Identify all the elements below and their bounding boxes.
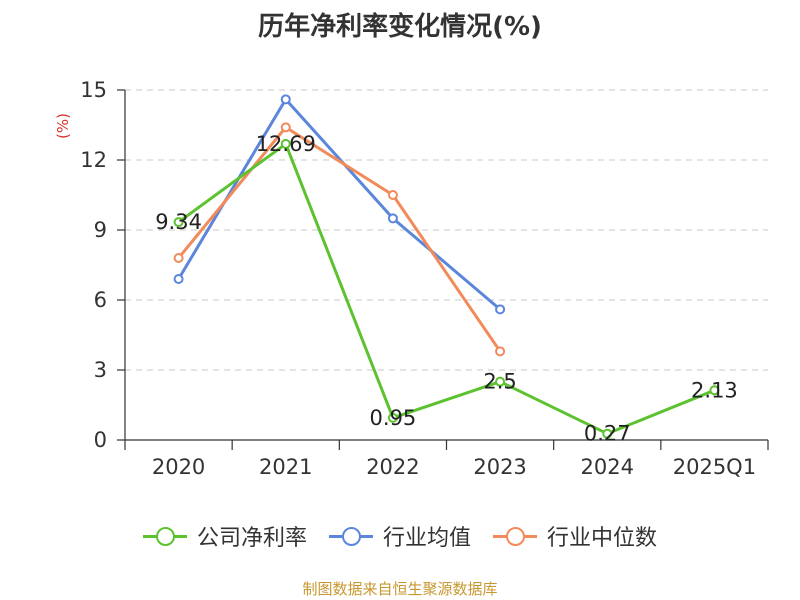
data-labels: 9.34 12.69 0.95 2.5 0.27 2.13 bbox=[155, 132, 738, 446]
x-tick-label: 2022 bbox=[366, 455, 419, 479]
legend-item-company[interactable]: 公司净利率 bbox=[142, 520, 307, 552]
x-tick-label: 2025Q1 bbox=[673, 455, 756, 479]
data-point[interactable] bbox=[387, 412, 398, 423]
data-point[interactable] bbox=[173, 253, 184, 263]
y-axis-label: (%) bbox=[54, 113, 72, 139]
data-point[interactable] bbox=[387, 213, 398, 224]
series-line bbox=[177, 97, 502, 311]
data-point[interactable] bbox=[495, 346, 506, 357]
legend-marker-icon bbox=[493, 526, 537, 546]
data-point[interactable] bbox=[173, 274, 184, 284]
x-tick-label: 2024 bbox=[581, 455, 634, 479]
data-point[interactable] bbox=[709, 385, 720, 396]
x-tick-label: 2020 bbox=[152, 455, 205, 479]
legend-marker-icon bbox=[328, 526, 373, 546]
data-point[interactable] bbox=[173, 217, 184, 228]
source-note: 制图数据来自恒生聚源数据库 bbox=[302, 580, 498, 598]
grid-lines bbox=[125, 89, 768, 371]
data-label: 0.95 bbox=[370, 406, 417, 430]
data-label: 2.13 bbox=[691, 378, 738, 402]
data-point[interactable] bbox=[387, 190, 398, 200]
y-tick-label: 3 bbox=[94, 358, 107, 382]
data-point[interactable] bbox=[495, 376, 506, 387]
y-tick-label: 9 bbox=[94, 218, 107, 242]
data-point[interactable] bbox=[495, 304, 506, 315]
data-label: 2.5 bbox=[483, 370, 516, 394]
data-point[interactable] bbox=[280, 138, 291, 149]
data-label: 9.34 bbox=[155, 210, 202, 234]
legend: 公司净利率 行业均值 行业中位数 bbox=[0, 520, 800, 552]
series-line bbox=[177, 125, 502, 353]
data-point[interactable] bbox=[280, 122, 291, 133]
series-line bbox=[177, 142, 715, 436]
x-tick-label: 2023 bbox=[473, 455, 526, 479]
legend-marker-icon bbox=[142, 526, 187, 546]
y-tick-label: 0 bbox=[94, 428, 107, 452]
legend-label: 行业中位数 bbox=[547, 526, 658, 551]
y-tick-label: 15 bbox=[80, 78, 107, 102]
series-lines bbox=[173, 94, 720, 439]
data-point[interactable] bbox=[280, 94, 291, 105]
axes: 0 3 6 9 12 15 2020 2021 2022 2023 2024 2025Q1 (%) bbox=[54, 78, 769, 479]
x-tick-label: 2021 bbox=[259, 455, 312, 479]
data-point[interactable] bbox=[602, 428, 613, 439]
legend-item-industry-median[interactable]: 行业中位数 bbox=[493, 520, 657, 552]
y-tick-label: 6 bbox=[94, 288, 107, 312]
legend-label: 行业均值 bbox=[382, 526, 471, 551]
legend-item-industry-mean[interactable]: 行业均值 bbox=[328, 520, 471, 552]
y-tick-label: 12 bbox=[80, 148, 107, 172]
legend-label: 公司净利率 bbox=[196, 526, 307, 551]
chart-title: 历年净利率变化情况(%) bbox=[258, 12, 542, 42]
data-label: 0.27 bbox=[584, 422, 631, 446]
data-label: 12.69 bbox=[256, 132, 316, 156]
